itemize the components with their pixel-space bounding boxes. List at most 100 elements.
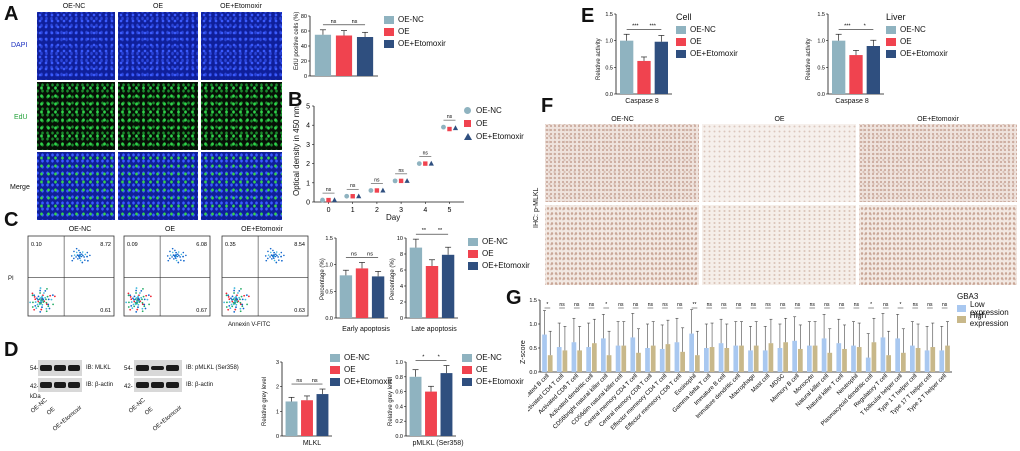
sig-label: ** [693, 302, 697, 308]
legend-e1-item-oe: OE [676, 36, 738, 48]
flow-event [128, 301, 130, 304]
quad-label-lr: 0.61 [100, 308, 111, 314]
bar-oe [637, 60, 651, 94]
panel-label-e: E [581, 5, 595, 27]
flow-event [274, 255, 277, 258]
flow-event [183, 259, 185, 262]
flow-event [176, 255, 179, 258]
flow-event [86, 255, 88, 258]
flow-event [273, 251, 275, 254]
bar-oe-etomoxir [866, 46, 880, 94]
bar-high-expression [665, 344, 671, 372]
flow-event [39, 289, 41, 292]
sig-label: ns [559, 302, 565, 308]
y-tick-label: 1.5 [605, 12, 613, 18]
flow-event [227, 296, 230, 298]
chart-d-pmlkl: 1.0 0.8 0.6 0.4 0.2 0.0 * * [395, 355, 456, 440]
point-oe [374, 188, 380, 193]
chart-b-xlabel: Day [386, 213, 401, 222]
flow-event [238, 289, 241, 292]
legend-swatch-eto [384, 40, 394, 48]
x-tick-label: 2 [375, 207, 379, 214]
bar-high-expression [636, 352, 641, 372]
legend-d1-label-eto: OE+Etomoxir [344, 377, 392, 386]
flow-event [233, 299, 236, 301]
bar-low-expression [836, 343, 842, 372]
flow-event [240, 287, 242, 290]
bar-oe [425, 266, 439, 318]
ihc-bot-oe [702, 205, 856, 285]
legend-d2-swatch-oe [462, 366, 472, 374]
flow-event [135, 292, 137, 294]
flow-event [40, 308, 43, 311]
bar-oe-etomoxir [440, 373, 453, 436]
flow-event [228, 298, 231, 301]
legend-swatch-oe [384, 28, 394, 36]
y-tick-label: 3 [306, 142, 310, 149]
legend-label-nc: OE-NC [398, 15, 424, 24]
bar-high-expression [739, 345, 744, 372]
y-tick-label: 0.0 [325, 316, 333, 322]
flow-event [135, 299, 138, 301]
legend-e2: OE-NC OE OE+Etomoxir [886, 24, 948, 60]
point-oe-nc [320, 197, 325, 203]
bar-low-expression [821, 338, 827, 372]
flow-event [232, 301, 235, 304]
flow-event [78, 249, 80, 252]
flow-event [175, 259, 178, 262]
bar-oe [301, 400, 313, 436]
flow-event [33, 294, 36, 297]
chart-d-mlkl-ylabel: Relative grey level [262, 376, 268, 426]
flow-event [233, 287, 236, 289]
blot1-ib-bot: IB: β-actin [86, 382, 114, 388]
bar-high-expression [930, 347, 936, 372]
sig-label: ns [913, 302, 919, 308]
flow-event [34, 298, 37, 301]
flow-event [133, 305, 136, 308]
bar-oe-nc [409, 247, 423, 318]
point-oe-etomoxir [380, 187, 386, 193]
flow-event [244, 298, 247, 301]
y-tick-label: 1 [306, 180, 310, 187]
point-oe-etomoxir [428, 160, 434, 166]
sig-label: ns [374, 177, 380, 183]
flow-event [231, 300, 234, 303]
flow-event [133, 298, 135, 301]
sig-label: ns [780, 302, 786, 308]
bar-high-expression [915, 348, 921, 372]
legend-e1-swatch-eto [676, 50, 686, 58]
quad-label-ur: 8.54 [294, 242, 305, 248]
flow-event [127, 292, 130, 295]
sig-label: *** [632, 23, 639, 29]
chart-e-cell-title: Cell [676, 12, 692, 22]
flow-event [278, 259, 280, 261]
bar-oe-nc [620, 40, 634, 94]
flow-event [48, 307, 51, 310]
flow-event [237, 292, 239, 294]
flow-event [75, 251, 78, 254]
legend-e1-item-nc: OE-NC [676, 24, 738, 36]
point-oe-nc [368, 188, 374, 193]
ihc-top-oe-etomoxir [859, 124, 1017, 202]
panel-c-col-label-1: OE-NC [68, 226, 92, 233]
point-oe-etomoxir [452, 125, 459, 131]
y-tick-label: 1.0 [605, 39, 613, 45]
flow-event [269, 256, 271, 258]
point-oe [398, 178, 404, 184]
flow-event [143, 298, 146, 301]
legend-d1-item-eto: OE+Etomoxir [330, 376, 392, 388]
flow-event [147, 294, 150, 297]
bar-oe [849, 55, 863, 94]
legend-g-item-low: Low expression [957, 300, 1020, 316]
flow-event [135, 289, 137, 292]
flow-event [247, 295, 250, 298]
blot2-kda-top: 54- [124, 366, 133, 372]
legend-c-item-nc: OE-NC [468, 236, 530, 248]
flow-event [130, 301, 133, 303]
flow-event [73, 254, 76, 256]
legend-c: OE-NC OE OE+Etomoxir [468, 236, 530, 272]
bar-high-expression [709, 347, 715, 372]
blot1-ib-top: IB: MLKL [86, 365, 111, 371]
blot1-mlkl-band-3 [68, 365, 80, 371]
flow-event [276, 254, 278, 257]
